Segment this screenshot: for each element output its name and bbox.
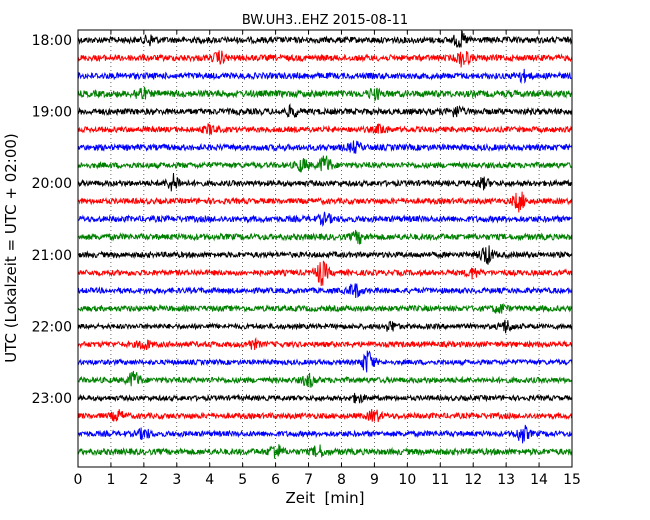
trace-1915	[77, 122, 573, 136]
trace-2000	[77, 172, 573, 192]
trace-2200	[77, 319, 573, 334]
trace-layer	[77, 30, 573, 459]
x-tick-label: 0	[74, 472, 83, 488]
trace-2115	[77, 260, 573, 287]
x-tick-label: 6	[271, 472, 280, 488]
trace-1800	[77, 30, 573, 48]
x-tick-label: 2	[139, 472, 148, 488]
plot-frame	[77, 29, 573, 468]
x-axis-label: Zeit [min]	[285, 489, 364, 507]
trace-1930	[77, 140, 573, 154]
grid-lines	[110, 30, 540, 467]
x-tick-label: 13	[497, 472, 515, 488]
x-tick-label: 11	[431, 472, 449, 488]
trace-2100	[77, 245, 573, 265]
trace-2345	[77, 444, 573, 459]
trace-1845	[77, 86, 573, 102]
y-tick-label: 19:00	[32, 105, 72, 121]
trace-2315	[77, 408, 573, 423]
x-tick-label: 1	[106, 472, 115, 488]
x-tick-label: 8	[337, 472, 346, 488]
x-tick-labels: 0 1 2 3 4 5 6 7 8 9 10 11 12 13 14 15	[74, 472, 581, 488]
y-tick-label: 21:00	[32, 248, 72, 264]
y-tick-label: 18:00	[32, 33, 72, 49]
trace-2015	[77, 191, 573, 213]
trace-2030	[77, 211, 573, 228]
x-tick-label: 12	[464, 472, 482, 488]
y-tick-label: 20:00	[32, 176, 72, 192]
trace-1945	[77, 155, 573, 173]
trace-1900	[77, 103, 573, 119]
y-tick-label: 22:00	[32, 319, 72, 335]
trace-2130	[77, 283, 573, 299]
trace-2230	[77, 350, 573, 373]
x-tick-label: 14	[530, 472, 548, 488]
x-tick-label: 5	[238, 472, 247, 488]
x-tick-label: 7	[304, 472, 313, 488]
trace-1815	[77, 50, 573, 68]
trace-2300	[77, 392, 573, 404]
y-tick-labels: 18:00 19:00 20:00 21:00 22:00 23:00	[32, 33, 72, 407]
x-tick-label: 15	[563, 472, 581, 488]
x-tick-label: 4	[205, 472, 214, 488]
trace-2215	[77, 336, 573, 351]
x-tick-label: 3	[172, 472, 181, 488]
trace-2330	[77, 424, 573, 444]
y-axis-label: UTC (Lokalzeit = UTC + 02:00)	[2, 133, 20, 363]
tick-marks	[77, 30, 573, 467]
trace-2245	[77, 370, 573, 388]
y-tick-label: 23:00	[32, 391, 72, 407]
trace-1830	[77, 68, 573, 85]
x-tick-label: 10	[398, 472, 416, 488]
x-tick-label: 9	[370, 472, 379, 488]
trace-2145	[77, 302, 573, 314]
chart-title: BW.UH3..EHZ 2015-08-11	[242, 13, 408, 28]
trace-2045	[77, 229, 573, 245]
